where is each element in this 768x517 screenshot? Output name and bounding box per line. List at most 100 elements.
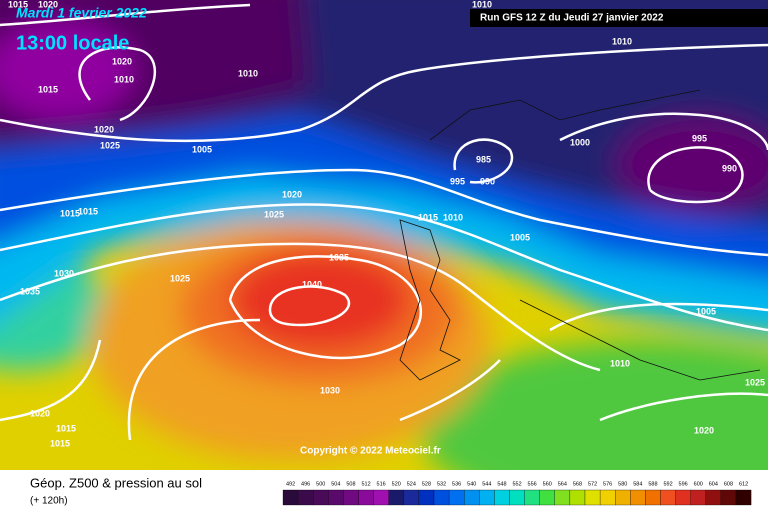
scale-label: 568	[573, 481, 582, 487]
isobars	[0, 3, 768, 441]
scale-swatch	[524, 489, 540, 506]
isobar-label: 1015	[418, 212, 438, 222]
scale-swatch	[675, 489, 691, 506]
footer-title: Géop. Z500 & pression au sol	[30, 475, 202, 490]
isobar-label: 1020	[112, 56, 132, 66]
coastlines	[399, 89, 761, 381]
scale-swatch	[464, 489, 480, 506]
scale-label: 572	[588, 481, 597, 487]
scale-label: 560	[543, 481, 552, 487]
scale-label: 580	[618, 481, 627, 487]
scale-label: 540	[467, 481, 476, 487]
isobar-label: 1005	[192, 144, 212, 154]
scale-swatch	[297, 489, 314, 506]
isobar-label: 1005	[696, 306, 716, 316]
copyright: Copyright © 2022 Meteociel.fr	[300, 446, 441, 457]
scale-label: 528	[422, 481, 431, 487]
scale-label: 592	[663, 481, 672, 487]
scale-swatch	[282, 489, 299, 506]
scale-label: 584	[633, 481, 642, 487]
isobar-label: 1025	[100, 140, 120, 150]
isobar-label: 1020	[94, 124, 114, 134]
scale-swatch	[554, 489, 571, 506]
scale-label: 492	[286, 481, 295, 487]
isobar-label: 1020	[38, 0, 58, 9]
scale-swatch	[645, 489, 661, 506]
isobar-label: 1015	[56, 423, 76, 433]
isobar-label: 1005	[510, 232, 530, 242]
isobar-label: 1035	[329, 252, 349, 262]
scale-swatch	[479, 489, 495, 506]
scale-label: 512	[361, 481, 370, 487]
isobar-label: 990	[480, 176, 495, 186]
scale-label: 612	[739, 481, 748, 487]
isobar-label: 990	[722, 163, 737, 173]
isobar-label: 1010	[238, 68, 258, 78]
scale-label: 516	[377, 481, 386, 487]
scale-swatch	[433, 489, 450, 506]
isobar-label: 1015	[8, 0, 28, 9]
scale-label: 604	[709, 481, 718, 487]
scale-label: 600	[694, 481, 703, 487]
scale-label: 564	[558, 481, 567, 487]
scale-label: 596	[679, 481, 688, 487]
isobar-label: 995	[692, 133, 707, 143]
scale-label: 524	[407, 481, 416, 487]
scale-swatch	[735, 489, 752, 506]
scale-swatch	[690, 489, 706, 506]
isobar-label: 1025	[264, 209, 284, 219]
isobar-label: 1035	[20, 286, 40, 296]
scale-swatch	[660, 489, 676, 506]
scale-swatch	[630, 489, 646, 506]
date-label: Mardi 1 fevrier 2022	[16, 5, 147, 21]
scale-label: 548	[497, 481, 506, 487]
scale-swatch	[539, 489, 555, 506]
isobar-label: 1030	[320, 385, 340, 395]
scale-label: 508	[346, 481, 355, 487]
color-scale: 492 496 500 504 508 512 516 520 524 528 532 536 540 5…	[282, 481, 752, 506]
isobar-label: 1025	[745, 377, 765, 387]
isobar-label: 995	[450, 176, 465, 186]
run-box	[470, 9, 768, 27]
isobar-label: 1010	[443, 212, 463, 222]
scale-swatch	[448, 489, 465, 506]
scale-label: 500	[316, 481, 325, 487]
scale-swatch	[569, 489, 586, 506]
isobar-label: 1015	[38, 84, 58, 94]
scale-swatch	[373, 489, 389, 506]
isobar-label: 985	[476, 154, 491, 164]
isobar-label: 1015	[50, 438, 70, 448]
isobar-label: 1020	[282, 189, 302, 199]
isobar-label: 1030	[54, 268, 74, 278]
scale-swatch	[388, 489, 404, 506]
scale-label: 496	[301, 481, 310, 487]
isobar-label: 1015	[60, 208, 80, 218]
scale-swatch	[358, 489, 374, 506]
isobar-label: 1010	[610, 358, 630, 368]
isobar-label: 1025	[170, 273, 190, 283]
isobar-label: 1015	[78, 206, 98, 216]
footer-lead: (+ 120h)	[30, 496, 68, 507]
isobar-label: 1010	[612, 36, 632, 46]
isobar-label: 1020	[30, 408, 50, 418]
scale-swatch	[494, 489, 510, 506]
isobar-label: 1010	[472, 0, 492, 9]
scale-label: 544	[482, 481, 491, 487]
scale-label: 588	[648, 481, 657, 487]
scale-label: 552	[512, 481, 521, 487]
scale-label: 556	[528, 481, 537, 487]
scale-label: 520	[392, 481, 401, 487]
scale-swatch	[328, 489, 344, 506]
isobar-label: 1040	[302, 279, 322, 289]
isobar-label: 1020	[694, 425, 714, 435]
scale-swatch	[615, 489, 631, 506]
scale-swatch	[599, 489, 616, 506]
scale-swatch	[705, 489, 722, 506]
scale-swatch	[403, 489, 420, 506]
scale-label: 532	[437, 481, 446, 487]
scale-swatch	[584, 489, 601, 506]
scale-swatch	[343, 489, 359, 506]
isobar-label: 1010	[114, 74, 134, 84]
scale-label: 576	[603, 481, 612, 487]
